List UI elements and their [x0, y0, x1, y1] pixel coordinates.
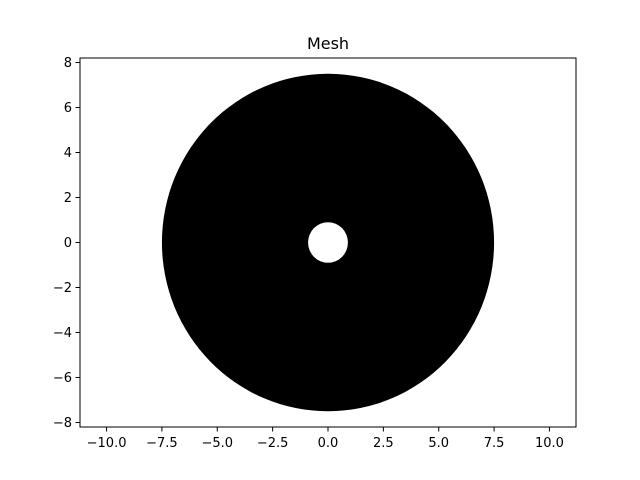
x-tick-label: −10.0	[87, 436, 127, 451]
y-tick-label: 6	[64, 101, 72, 116]
x-tick-label: 7.5	[484, 436, 505, 451]
y-tick-label: 4	[64, 146, 72, 161]
x-tick-label: 2.5	[373, 436, 394, 451]
y-tick-label: −8	[53, 416, 72, 431]
y-tick-label: −6	[53, 371, 72, 386]
chart-title: Mesh	[307, 34, 349, 53]
x-axis: −10.0 −7.5 −5.0 −2.5 0.0 2.5 5.0 7.5 10.0	[87, 427, 564, 451]
y-tick-label: 2	[64, 191, 72, 206]
x-tick-label: 10.0	[535, 436, 564, 451]
x-tick-label: 5.0	[428, 436, 449, 451]
plot-area	[161, 73, 495, 412]
y-tick-label: 0	[64, 236, 72, 251]
y-axis: −8 −6 −4 −2 0 2 4 6 8	[53, 56, 80, 431]
mesh-inner-hole	[308, 222, 348, 263]
x-tick-label: 0.0	[318, 436, 339, 451]
y-tick-label: 8	[64, 56, 72, 71]
x-tick-label: −7.5	[146, 436, 178, 451]
x-tick-label: −5.0	[201, 436, 233, 451]
x-tick-label: −2.5	[257, 436, 289, 451]
y-tick-label: −2	[53, 281, 72, 296]
y-tick-label: −4	[53, 326, 72, 341]
